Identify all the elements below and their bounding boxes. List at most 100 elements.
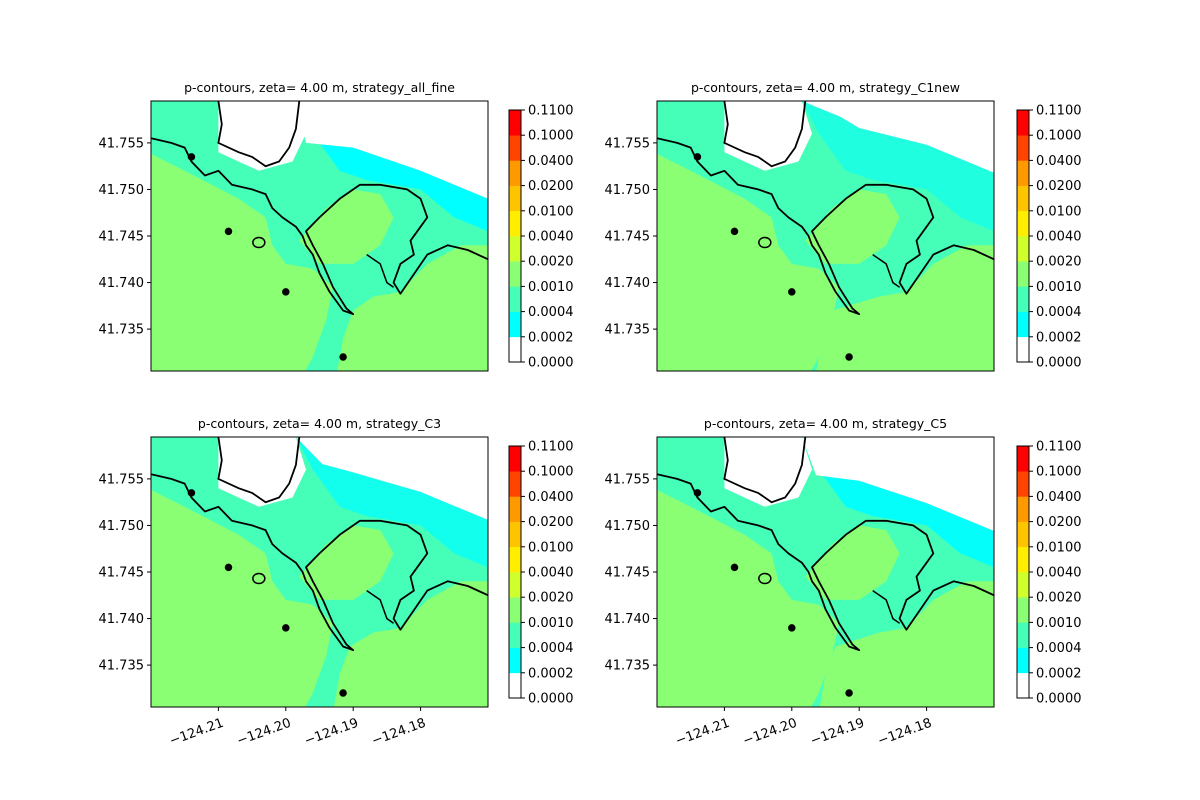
colorbar-tick-label: 0.0004 bbox=[528, 641, 574, 656]
colorbar-tick-label: 0.0004 bbox=[1036, 305, 1082, 320]
colorbar-tick-label: 0.0010 bbox=[528, 616, 574, 631]
colorbar-segment bbox=[1017, 286, 1029, 312]
colorbar-tick-label: 0.0020 bbox=[528, 255, 574, 270]
colorbar-tick-label: 0.0010 bbox=[1036, 280, 1082, 295]
panel-title: p-contours, zeta= 4.00 m, strategy_C1new bbox=[691, 80, 960, 95]
colorbar-segment bbox=[509, 236, 521, 262]
coastline bbox=[151, 137, 488, 316]
colorbar-segment bbox=[1017, 622, 1029, 648]
coastline-bay bbox=[872, 589, 901, 624]
coastline-north bbox=[217, 101, 301, 168]
colorbar-segment bbox=[1017, 471, 1029, 497]
field-white-north bbox=[295, 437, 488, 520]
colorbar-tick-label: 0.0004 bbox=[1036, 641, 1082, 656]
panel-title: p-contours, zeta= 4.00 m, strategy_C3 bbox=[198, 416, 441, 431]
field-green-west bbox=[657, 489, 839, 707]
y-tick-label: 41.740 bbox=[605, 276, 651, 291]
colorbar-segment bbox=[509, 110, 521, 136]
island bbox=[730, 227, 739, 236]
colorbar-segment bbox=[509, 471, 521, 497]
colorbar-tick-label: 0.1000 bbox=[1036, 465, 1082, 480]
colorbar-tick-label: 0.0002 bbox=[1036, 666, 1082, 681]
island bbox=[252, 236, 266, 249]
field-green-west bbox=[151, 489, 333, 707]
coastline bbox=[151, 473, 488, 652]
colorbar-segment bbox=[509, 336, 521, 363]
x-tick-label: −124.18 bbox=[876, 716, 934, 749]
colorbar-tick-label: 0.0200 bbox=[528, 179, 574, 194]
y-tick-label: 41.755 bbox=[99, 136, 145, 151]
field-green-east bbox=[333, 581, 488, 707]
field-green-central bbox=[299, 525, 394, 600]
y-tick-label: 41.745 bbox=[605, 566, 651, 581]
x-tick-label: −124.21 bbox=[168, 716, 226, 749]
colorbar-tick-label: 0.0004 bbox=[528, 305, 574, 320]
panel-1: p-contours, zeta= 4.00 m, strategy_all_f… bbox=[99, 80, 574, 372]
coastline-north bbox=[723, 101, 807, 168]
y-tick-label: 41.750 bbox=[99, 519, 145, 534]
coastline-north bbox=[723, 437, 807, 504]
colorbar-tick-label: 0.1000 bbox=[528, 129, 574, 144]
colorbar-segment bbox=[1017, 110, 1029, 136]
field-green-east bbox=[819, 581, 994, 707]
colorbar-segment bbox=[1017, 647, 1029, 674]
colorbar-tick-label: 0.1100 bbox=[528, 440, 574, 455]
colorbar-tick-label: 0.0040 bbox=[528, 566, 574, 581]
colorbar-segment bbox=[509, 572, 521, 598]
colorbar-tick-label: 0.0000 bbox=[1036, 692, 1082, 707]
y-tick-label: 41.750 bbox=[605, 519, 651, 534]
coastline bbox=[657, 137, 994, 316]
island bbox=[693, 489, 702, 497]
colorbar-tick-label: 0.0010 bbox=[1036, 616, 1082, 631]
colorbar-tick-label: 0.0002 bbox=[528, 666, 574, 681]
colorbar-segment bbox=[1017, 135, 1029, 161]
y-tick-label: 41.745 bbox=[99, 230, 145, 245]
colorbar-tick-label: 0.0400 bbox=[528, 490, 574, 505]
colorbar-segment bbox=[509, 446, 521, 472]
field-green-central bbox=[805, 525, 900, 600]
y-tick-label: 41.735 bbox=[605, 323, 651, 338]
colorbar-segment bbox=[509, 261, 521, 287]
colorbar-tick-label: 0.0000 bbox=[528, 692, 574, 707]
colorbar-segment bbox=[1017, 446, 1029, 472]
colorbar-segment bbox=[509, 160, 521, 186]
colorbar-segment bbox=[1017, 311, 1029, 338]
colorbar-segment bbox=[1017, 672, 1029, 699]
colorbar-segment bbox=[1017, 496, 1029, 522]
island bbox=[758, 572, 772, 585]
panel-4: p-contours, zeta= 4.00 m, strategy_C5 41.… bbox=[605, 416, 1082, 749]
field-green-east bbox=[816, 245, 994, 371]
colorbar-tick-label: 0.1000 bbox=[1036, 129, 1082, 144]
island bbox=[252, 572, 266, 585]
colorbar-tick-label: 0.0200 bbox=[1036, 515, 1082, 530]
colorbar-tick-label: 0.0000 bbox=[528, 356, 574, 371]
colorbar: 0.0000 0.0002 0.0004 0.0010 0.0020 0.0040 0.01… bbox=[1016, 104, 1082, 371]
island bbox=[693, 153, 702, 161]
colorbar-segment bbox=[1017, 597, 1029, 623]
island bbox=[788, 288, 796, 296]
panel-title: p-contours, zeta= 4.00 m, strategy_all_f… bbox=[184, 80, 455, 95]
panel-title: p-contours, zeta= 4.00 m, strategy_C5 bbox=[704, 416, 947, 431]
colorbar-segment bbox=[1017, 336, 1029, 363]
y-tick-label: 41.755 bbox=[605, 136, 651, 151]
x-tick-label: −124.19 bbox=[302, 716, 360, 749]
coastline-north bbox=[217, 437, 301, 504]
colorbar-tick-label: 0.0100 bbox=[1036, 204, 1082, 219]
colorbar-tick-label: 0.0000 bbox=[1036, 356, 1082, 371]
island bbox=[282, 288, 290, 296]
colorbar-segment bbox=[1017, 546, 1029, 573]
colorbar-tick-label: 0.1100 bbox=[528, 104, 574, 119]
island bbox=[758, 236, 772, 249]
colorbar: 0.0000 0.0002 0.0004 0.0010 0.0020 0.0040 0.01… bbox=[1016, 440, 1082, 707]
y-tick-label: 41.740 bbox=[99, 612, 145, 627]
colorbar-tick-label: 0.0400 bbox=[1036, 154, 1082, 169]
y-tick-label: 41.735 bbox=[605, 659, 651, 674]
colorbar: 0.0000 0.0002 0.0004 0.0010 0.0020 0.0040 0.01… bbox=[508, 440, 574, 707]
colorbar-tick-label: 0.1000 bbox=[528, 465, 574, 480]
island bbox=[730, 563, 739, 572]
colorbar-tick-label: 0.0020 bbox=[528, 591, 574, 606]
island bbox=[339, 689, 347, 697]
colorbar: 0.0000 0.0002 0.0004 0.0010 0.0020 0.0040 0.01… bbox=[508, 104, 574, 371]
colorbar-segment bbox=[509, 185, 521, 212]
